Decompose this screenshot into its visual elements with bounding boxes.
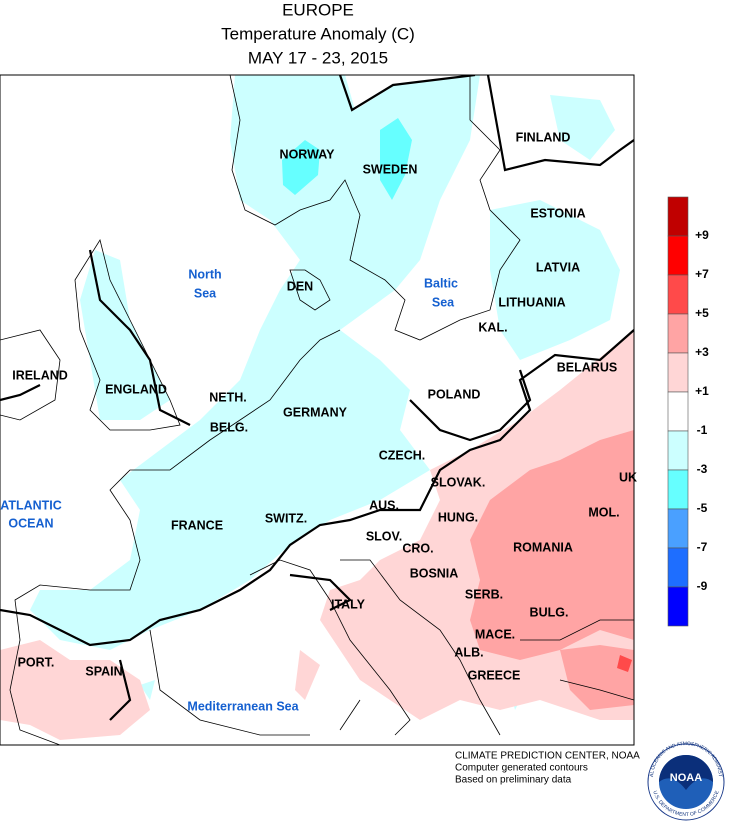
logo-text: NOAA <box>670 772 702 784</box>
dates: MAY 17 - 23, 2015 <box>248 48 388 67</box>
legend-swatch <box>667 469 689 510</box>
country-label: BELARUS <box>557 360 617 374</box>
water-label: Sea <box>194 286 217 300</box>
country-label: ALB. <box>454 645 483 659</box>
water-label: OCEAN <box>8 516 53 530</box>
country-label: FRANCE <box>171 518 223 532</box>
country-label: SLOVAK. <box>431 475 486 489</box>
legend-label: +7 <box>695 267 709 281</box>
legend-label: +3 <box>695 345 709 359</box>
map <box>0 74 635 746</box>
country-label: MACE. <box>475 627 515 641</box>
country-label: SWEDEN <box>363 162 418 176</box>
country-label: POLAND <box>428 387 481 401</box>
country-label: ESTONIA <box>530 206 585 220</box>
country-label: GERMANY <box>283 405 348 419</box>
footer-line: Based on preliminary data <box>455 775 572 786</box>
legend-label: -1 <box>697 423 708 437</box>
subtitle: Temperature Anomaly (C) <box>221 24 415 43</box>
country-label: PORT. <box>18 655 55 669</box>
country-label: IRELAND <box>12 368 68 382</box>
legend-label: +5 <box>695 306 709 320</box>
country-label: ITALY <box>331 597 366 611</box>
country-label: BULG. <box>530 605 569 619</box>
legend-label: -7 <box>697 540 708 554</box>
water-label: Mediterranean Sea <box>187 699 299 713</box>
country-label: LATVIA <box>536 260 580 274</box>
country-label: SPAIN <box>85 664 122 678</box>
country-label: SERB. <box>465 587 503 601</box>
country-label: FINLAND <box>516 130 571 144</box>
country-label: LITHUANIA <box>498 295 565 309</box>
legend-swatch <box>667 313 689 354</box>
country-label: HUNG. <box>438 510 478 524</box>
legend-swatch <box>667 508 689 549</box>
country-label: KAL. <box>478 320 507 334</box>
legend-swatch <box>667 274 689 315</box>
legend: +9 +7 +5 +3 +1 -1 -3 -5 -7 -9 <box>667 196 709 627</box>
legend-swatch <box>667 352 689 393</box>
footer-line: Computer generated contours <box>455 763 588 774</box>
country-label: CRO. <box>402 541 433 555</box>
legend-label: +9 <box>695 228 709 242</box>
water-label: North <box>188 267 221 281</box>
legend-label: -9 <box>697 579 708 593</box>
water-label: ATLANTIC <box>0 498 62 512</box>
legend-swatch <box>667 391 689 432</box>
water-label: Sea <box>432 295 455 309</box>
map-labels: NORWAY SWEDEN FINLAND ESTONIA LATVIA LIT… <box>0 130 637 713</box>
country-label: SWITZ. <box>265 511 307 525</box>
water-label: Baltic <box>424 276 458 290</box>
country-label: SLOV. <box>366 529 402 543</box>
legend-label: +1 <box>695 384 709 398</box>
legend-swatch <box>667 196 689 237</box>
footer: CLIMATE PREDICTION CENTER, NOAA Computer… <box>455 751 640 786</box>
legend-label: -5 <box>697 501 708 515</box>
legend-swatch <box>667 547 689 588</box>
country-label: NORWAY <box>280 147 336 161</box>
country-label: ENGLAND <box>105 382 167 396</box>
country-label: ROMANIA <box>513 540 573 554</box>
legend-swatch <box>667 235 689 276</box>
country-label: DEN <box>287 279 313 293</box>
title: EUROPE <box>282 0 354 19</box>
country-label: BOSNIA <box>410 566 459 580</box>
country-label: MOL. <box>588 505 619 519</box>
country-label: BELG. <box>210 420 248 434</box>
country-label: AUS. <box>369 498 399 512</box>
country-label: CZECH. <box>379 448 426 462</box>
legend-swatch <box>667 586 689 627</box>
country-label: GREECE <box>468 668 521 682</box>
country-label: UK <box>619 470 637 484</box>
footer-line: CLIMATE PREDICTION CENTER, NOAA <box>455 751 640 762</box>
country-label: NETH. <box>209 390 247 404</box>
legend-label: -3 <box>697 462 708 476</box>
legend-swatch <box>667 430 689 471</box>
